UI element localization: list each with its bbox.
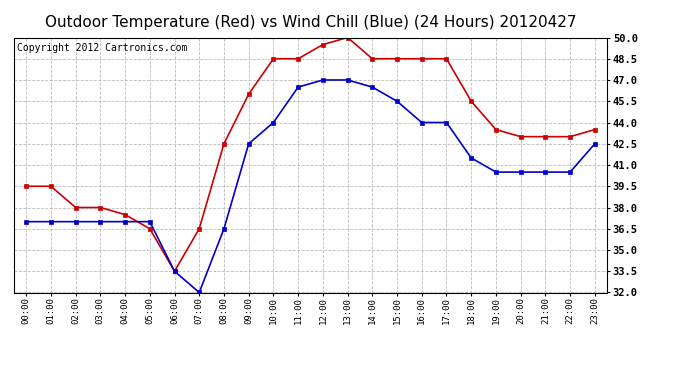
Text: Outdoor Temperature (Red) vs Wind Chill (Blue) (24 Hours) 20120427: Outdoor Temperature (Red) vs Wind Chill … bbox=[45, 15, 576, 30]
Text: Copyright 2012 Cartronics.com: Copyright 2012 Cartronics.com bbox=[17, 43, 187, 52]
